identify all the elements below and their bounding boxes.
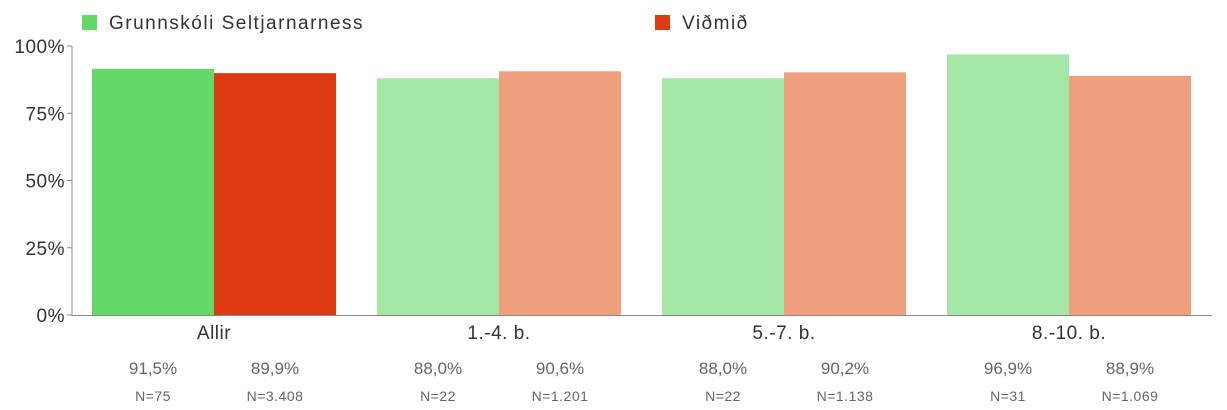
bar-school [662,78,784,315]
y-tick-label: 25% [25,239,65,260]
n-label: N=75 [135,388,171,404]
legend-label-school: Grunnskóli Seltjarnarness [109,13,364,34]
y-tick-label: 50% [25,172,65,193]
bar-benchmark [499,71,621,315]
y-tick-label: 0% [37,306,65,327]
n-label: N=22 [705,388,741,404]
bar-benchmark [784,72,906,315]
bar-school [947,54,1069,316]
value-label: 90,2% [821,359,869,378]
legend-label-benchmark: Viðmið [682,13,749,34]
n-label: N=31 [990,388,1026,404]
y-tick-label: 100% [14,37,65,58]
x-category-label: 1.-4. b. [467,323,530,344]
n-label: N=1.069 [1102,388,1159,404]
value-label: 88,9% [1106,359,1154,378]
value-label: 89,9% [251,359,299,378]
bar-school [377,78,499,315]
bar-benchmark [1069,75,1191,315]
x-category-label: Allir [197,323,231,344]
n-label: N=3.408 [247,388,304,404]
value-label: 88,0% [699,359,747,378]
x-category-label: 8.-10. b. [1032,323,1106,344]
n-label: N=1.138 [817,388,874,404]
bar-benchmark [214,73,336,315]
bar-school [92,68,214,316]
x-category-label: 5.-7. b. [752,323,815,344]
value-label: 90,6% [536,359,584,378]
bars [92,54,1191,316]
legend-swatch-benchmark [655,15,670,30]
n-label: N=1.201 [532,388,589,404]
legend: Grunnskóli Seltjarnarness Viðmið [82,13,749,34]
y-tick-label: 75% [25,104,65,125]
value-label: 91,5% [129,359,177,378]
n-label: N=22 [420,388,456,404]
value-label: 88,0% [414,359,462,378]
legend-swatch-school [82,15,97,30]
value-label: 96,9% [984,359,1032,378]
category-labels: 91,5% N=75 89,9% N=3.408 Allir 88,0% N=22 90,6%… [129,323,1159,404]
y-axis: 0% 25% 50% 75% 100% [14,37,1212,327]
